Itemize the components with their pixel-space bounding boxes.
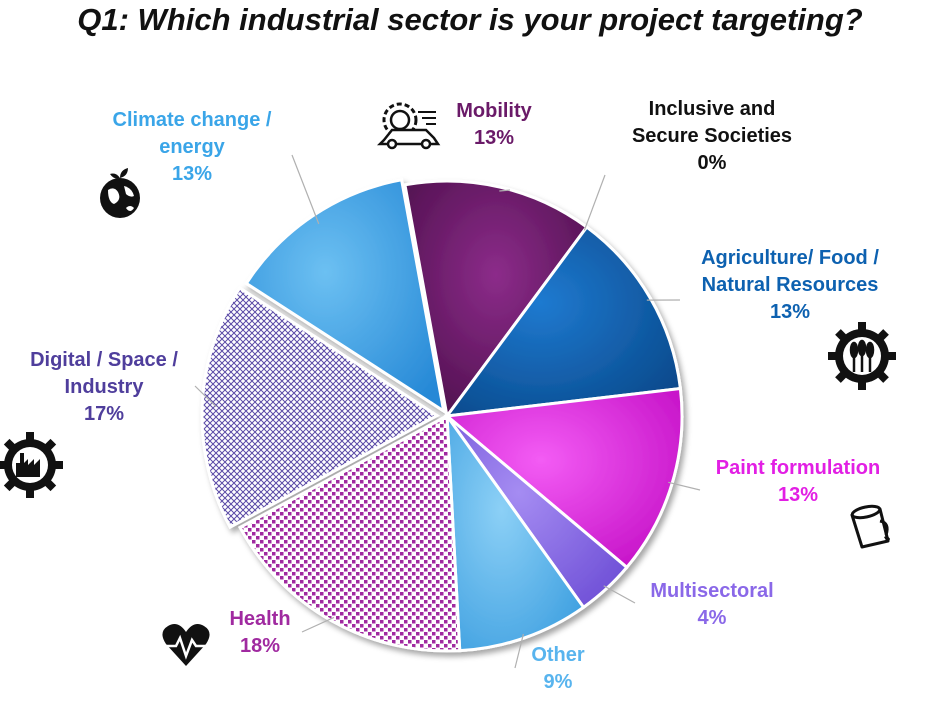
label-mobility: Mobility 13% <box>456 100 532 149</box>
leader-inclusive-and-secure-societies <box>583 174 606 231</box>
heart-pulse-icon <box>162 624 210 666</box>
factory-gear-icon <box>0 432 63 498</box>
slice-climate-change-energy <box>244 178 446 415</box>
leader-climate-change-energy <box>291 154 320 225</box>
leader-lines <box>194 154 701 669</box>
slice-digital-space-industry <box>200 285 440 530</box>
leader-multisectoral <box>603 585 636 604</box>
leader-paint-formulation <box>668 481 701 491</box>
leader-digital-space-industry <box>194 385 217 408</box>
slice-agriculture-food-natural-resources <box>443 224 683 418</box>
globe-leaf-icon <box>100 168 140 218</box>
pie-slices <box>200 178 684 653</box>
label-multisectoral: Multisectoral 4% <box>650 580 773 629</box>
leader-health <box>301 616 335 633</box>
wheat-gear-icon <box>828 322 896 390</box>
paint-bucket-icon <box>850 504 890 549</box>
car-gear-icon <box>376 102 441 150</box>
label-other: Other 9% <box>531 644 585 693</box>
chart-title: Q1: Which industrial sector is your proj… <box>77 2 863 37</box>
leader-mobility <box>499 189 511 192</box>
label-paint-formulation: Paint formulation 13% <box>716 457 880 506</box>
slice-other <box>445 410 586 653</box>
leader-other <box>514 633 524 669</box>
slice-mobility <box>403 179 589 420</box>
label-inclusive-and-secure-societies: Inclusive and Secure Societies 0% <box>632 98 792 174</box>
label-digital-space-industry: Digital / Space / Industry 17% <box>30 349 178 425</box>
slice-health <box>238 413 462 653</box>
label-health: Health 18% <box>229 608 290 657</box>
slice-labels: Mobility 13% Inclusive and Secure Societies… <box>30 98 880 693</box>
label-agriculture-food-natural-resources: Agriculture/ Food / Natural Resources 13% <box>701 247 879 323</box>
label-climate-change-energy: Climate change / energy 13% <box>113 109 272 185</box>
